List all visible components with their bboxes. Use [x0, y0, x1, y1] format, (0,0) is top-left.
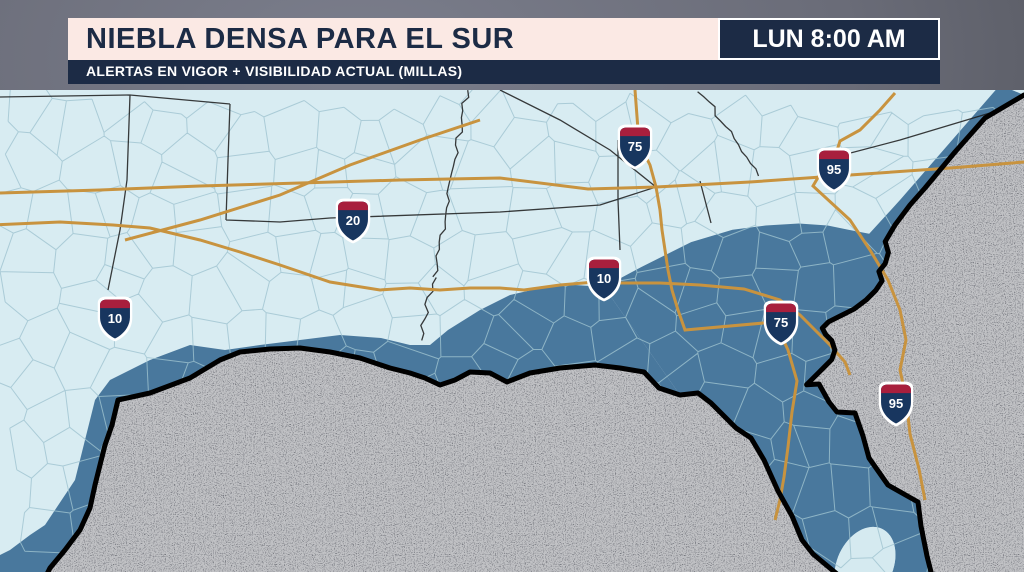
- svg-text:95: 95: [827, 162, 841, 177]
- svg-text:20: 20: [346, 213, 360, 228]
- svg-text:75: 75: [774, 315, 788, 330]
- svg-text:10: 10: [597, 271, 611, 286]
- svg-text:75: 75: [628, 139, 642, 154]
- svg-text:95: 95: [889, 396, 903, 411]
- svg-text:10: 10: [108, 311, 122, 326]
